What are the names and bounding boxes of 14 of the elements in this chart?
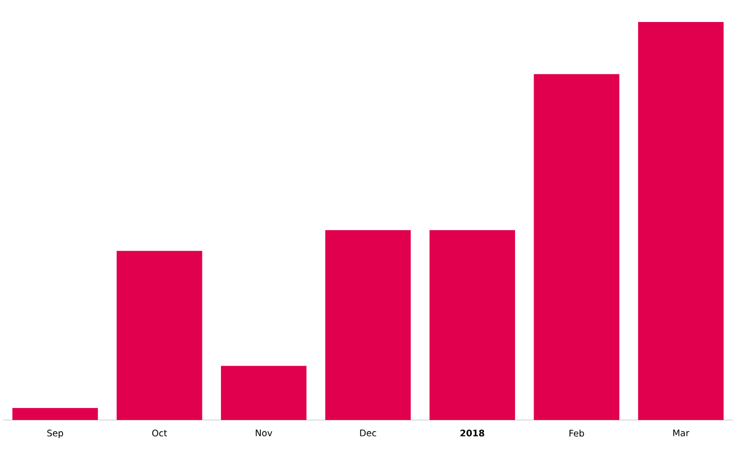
bar: [12, 408, 98, 420]
x-tick-label: 2018: [460, 430, 484, 436]
x-tick-label: Oct: [152, 430, 167, 436]
bar: [325, 230, 411, 420]
x-tick-label: Sep: [47, 430, 64, 438]
x-tick-label: Feb: [570, 430, 584, 437]
bar: [116, 250, 202, 420]
bar: [220, 366, 306, 420]
x-tick-label: Dec: [360, 430, 376, 436]
bar: [638, 22, 724, 420]
x-tick-label: Nov: [256, 430, 272, 436]
bar: [430, 230, 516, 420]
x-tick-label: Mar: [673, 430, 690, 436]
bar: [534, 74, 620, 420]
